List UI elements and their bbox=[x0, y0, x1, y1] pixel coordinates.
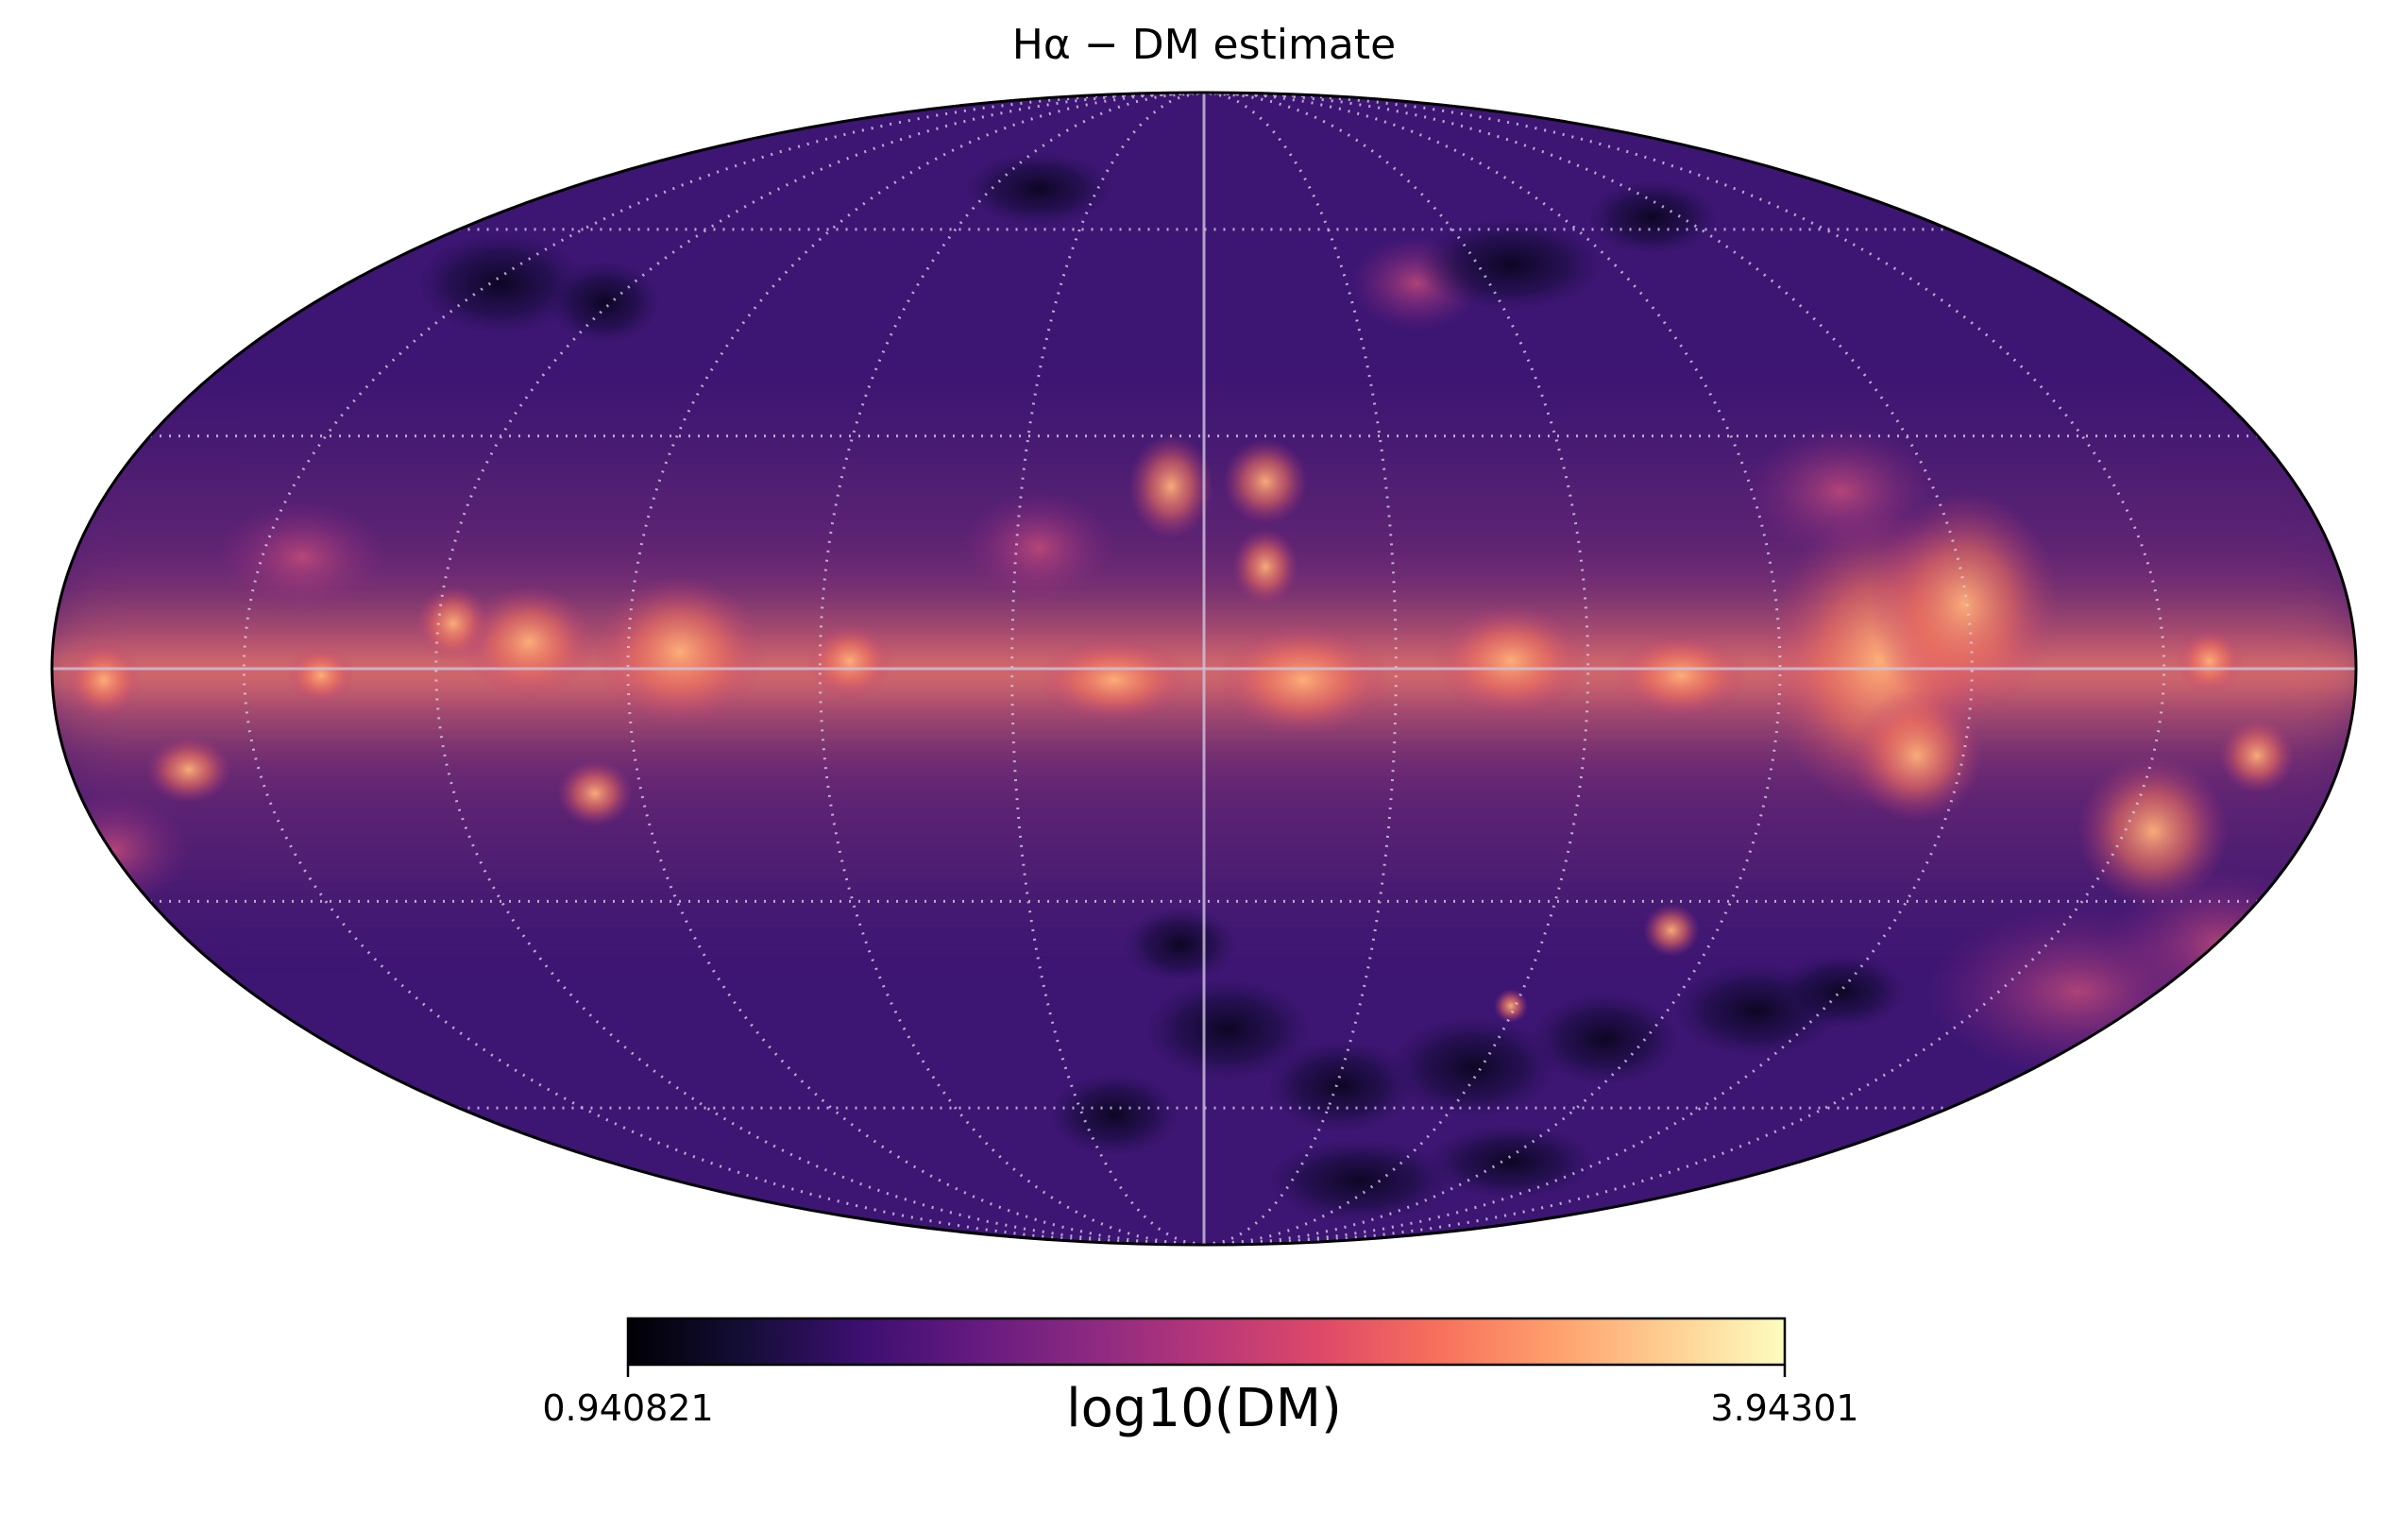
low-dm-region bbox=[1586, 179, 1719, 255]
low-dm-region bbox=[1124, 907, 1237, 982]
low-dm-region bbox=[1265, 1138, 1454, 1223]
emission-region bbox=[1494, 989, 1528, 1023]
low-dm-region bbox=[963, 151, 1114, 227]
emission-region bbox=[557, 760, 633, 826]
diffuse-region bbox=[1747, 425, 1936, 557]
emission-region bbox=[288, 647, 354, 704]
emission-region bbox=[1435, 604, 1586, 718]
diffuse-region bbox=[217, 501, 387, 614]
emission-region bbox=[2077, 756, 2229, 907]
low-dm-region bbox=[1416, 217, 1605, 312]
emission-region bbox=[595, 576, 765, 727]
graticule-meridian bbox=[818, 91, 1205, 1247]
emission-region bbox=[66, 642, 142, 718]
graticule bbox=[150, 91, 2258, 1247]
emission-region bbox=[146, 737, 231, 803]
emission-region bbox=[1218, 623, 1388, 737]
diffuse-region bbox=[2106, 869, 2332, 1020]
low-dm-region bbox=[1388, 1015, 1558, 1119]
map-outline bbox=[50, 91, 2358, 1247]
emission-regions bbox=[52, 236, 2332, 1077]
colorbar-label: log10(DM) bbox=[1066, 1378, 1342, 1439]
emission-region bbox=[2177, 628, 2243, 694]
emission-region bbox=[1870, 491, 2059, 718]
emission-region bbox=[1232, 529, 1298, 604]
diffuse-region bbox=[52, 793, 189, 907]
low-dm-region bbox=[548, 260, 661, 345]
colorbar-max-label: 3.94301 bbox=[1710, 1387, 1858, 1429]
emission-region bbox=[1851, 689, 1983, 822]
low-dm-regions bbox=[415, 151, 1908, 1223]
emission-region bbox=[1128, 434, 1213, 538]
emission-region bbox=[1039, 638, 1190, 722]
low-dm-region bbox=[415, 231, 585, 335]
emission-region bbox=[1615, 633, 1747, 718]
graticule-meridian bbox=[1203, 91, 1590, 1247]
emission-region bbox=[1643, 904, 1700, 957]
colorbar-min-label: 0.940821 bbox=[542, 1387, 713, 1429]
low-dm-region bbox=[1775, 954, 1908, 1029]
emission-region bbox=[2219, 718, 2295, 793]
low-dm-region bbox=[1048, 1072, 1180, 1157]
emission-region bbox=[1223, 439, 1308, 524]
emission-region bbox=[463, 586, 595, 699]
low-dm-region bbox=[1143, 978, 1313, 1081]
emission-region bbox=[807, 623, 892, 699]
low-dm-region bbox=[1530, 992, 1681, 1086]
low-dm-region bbox=[1265, 1039, 1416, 1133]
chart-title: Hα − DM estimate bbox=[1012, 21, 1396, 69]
diffuse-region bbox=[963, 491, 1114, 604]
colorbar bbox=[626, 1317, 1787, 1367]
